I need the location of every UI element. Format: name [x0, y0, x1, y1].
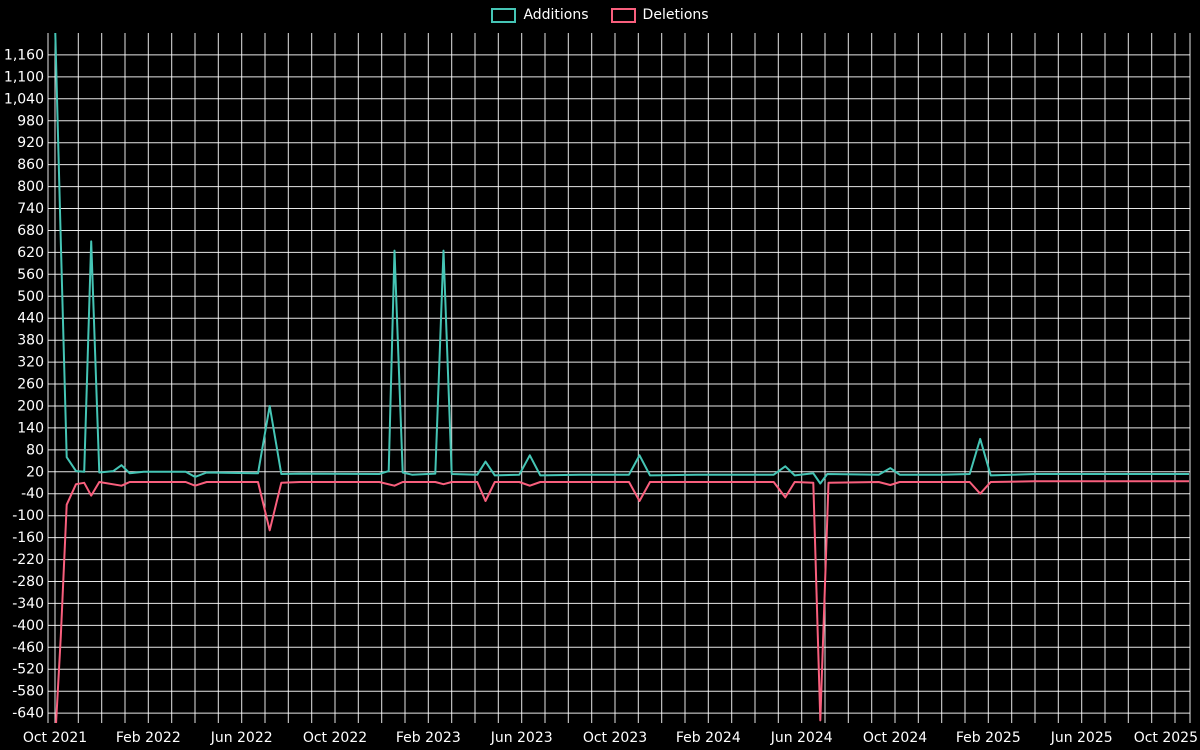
series-line-deletions — [55, 480, 1189, 723]
y-tick-label: 620 — [17, 245, 44, 261]
x-tick-label: Feb 2022 — [116, 730, 181, 746]
deletions-legend-label: Deletions — [642, 7, 709, 23]
y-tick-label: -640 — [12, 706, 44, 722]
y-tick-label: 500 — [17, 289, 44, 305]
x-tick-label: Oct 2022 — [303, 730, 367, 746]
y-tick-label: 380 — [17, 333, 44, 349]
x-tick-label: Feb 2023 — [396, 730, 461, 746]
y-tick-label: 260 — [17, 377, 44, 393]
deletions-legend-swatch — [610, 7, 636, 23]
y-tick-label: 80 — [26, 442, 44, 458]
y-tick-label: -220 — [12, 552, 44, 568]
y-tick-label: -280 — [12, 574, 44, 590]
x-tick-label: Oct 2023 — [583, 730, 647, 746]
additions-legend-swatch — [491, 7, 517, 23]
x-tick-label: Jun 2022 — [210, 730, 273, 746]
x-tick-label: Oct 2021 — [23, 730, 87, 746]
y-tick-label: 440 — [17, 311, 44, 327]
y-tick-label: 980 — [17, 113, 44, 129]
x-tick-label: Jun 2023 — [490, 730, 553, 746]
y-tick-label: -460 — [12, 640, 44, 656]
y-tick-label: -40 — [21, 486, 44, 502]
x-tick-label: Feb 2024 — [676, 730, 741, 746]
y-tick-label: 920 — [17, 135, 44, 151]
y-tick-label: -100 — [12, 508, 44, 524]
y-tick-label: 800 — [17, 179, 44, 195]
y-tick-label: -160 — [12, 530, 44, 546]
y-tick-label: 140 — [17, 420, 44, 436]
y-tick-label: 20 — [26, 464, 44, 480]
x-tick-label: Jun 2025 — [1050, 730, 1113, 746]
gridlines — [47, 33, 1191, 723]
chart-legend: Additions Deletions — [0, 7, 1200, 23]
y-tick-label: 680 — [17, 223, 44, 239]
y-tick-label: -580 — [12, 684, 44, 700]
y-tick-label: 1,160 — [4, 47, 44, 63]
y-tick-label: -340 — [12, 596, 44, 612]
y-tick-label: 1,100 — [4, 69, 44, 85]
x-tick-label: Jun 2024 — [770, 730, 833, 746]
y-tick-label: 320 — [17, 355, 44, 371]
y-tick-label: 1,040 — [4, 91, 44, 107]
y-tick-label: 200 — [17, 399, 44, 415]
y-tick-label: 560 — [17, 267, 44, 283]
y-tick-label: 740 — [17, 201, 44, 217]
x-tick-label: Feb 2025 — [956, 730, 1021, 746]
legend-item-additions[interactable]: Additions — [491, 7, 589, 23]
x-tick-label: Oct 2024 — [863, 730, 927, 746]
y-tick-label: -520 — [12, 662, 44, 678]
series-line-additions — [54, 33, 1189, 485]
x-tick-label: Oct 2025 — [1134, 730, 1198, 746]
additions-legend-label: Additions — [523, 7, 589, 23]
legend-item-deletions[interactable]: Deletions — [610, 7, 709, 23]
y-tick-label: -400 — [12, 618, 44, 634]
y-tick-label: 860 — [17, 157, 44, 173]
